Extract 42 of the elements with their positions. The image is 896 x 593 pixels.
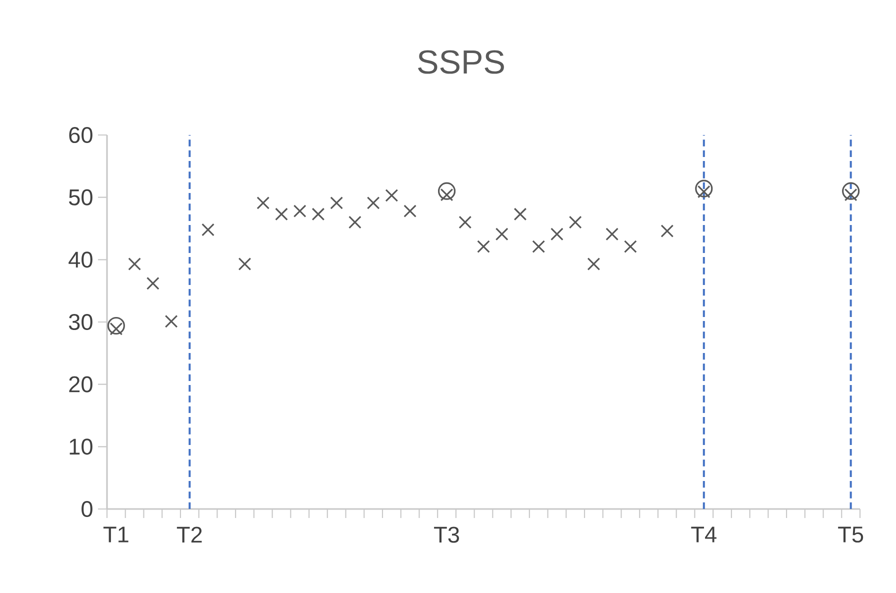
point bbox=[128, 258, 142, 270]
point bbox=[568, 216, 582, 229]
point bbox=[366, 196, 380, 210]
point bbox=[312, 208, 325, 221]
y-tick-label: 50 bbox=[68, 189, 92, 206]
y-tick-label: 10 bbox=[70, 438, 92, 455]
point bbox=[385, 189, 398, 202]
point bbox=[514, 208, 527, 221]
point bbox=[606, 228, 619, 241]
chart-title: SSPS bbox=[418, 50, 504, 74]
point bbox=[695, 180, 713, 198]
point bbox=[107, 316, 125, 335]
y-tick-label: 20 bbox=[69, 376, 92, 392]
point bbox=[275, 208, 288, 221]
point bbox=[495, 228, 508, 241]
point bbox=[624, 240, 637, 254]
y-tick-label: 60 bbox=[69, 126, 92, 144]
point bbox=[438, 182, 456, 200]
y-tick-label: 30 bbox=[68, 314, 92, 330]
point bbox=[348, 216, 362, 229]
point bbox=[550, 228, 564, 241]
point bbox=[532, 240, 546, 254]
y-tick-label: 40 bbox=[68, 252, 92, 268]
point bbox=[146, 276, 160, 290]
point bbox=[842, 182, 860, 200]
point bbox=[238, 258, 252, 270]
point bbox=[164, 314, 178, 328]
x-tick-label: T1 bbox=[103, 526, 128, 542]
point bbox=[256, 196, 270, 210]
point bbox=[660, 224, 674, 238]
x-tick-label: T2 bbox=[176, 526, 202, 543]
point bbox=[293, 204, 306, 218]
point bbox=[477, 240, 490, 254]
x-tick-label: T3 bbox=[434, 526, 459, 543]
point bbox=[458, 216, 472, 229]
point bbox=[587, 258, 600, 270]
point bbox=[330, 196, 344, 210]
point bbox=[404, 204, 416, 218]
y-tick-label: 0 bbox=[82, 500, 92, 518]
x-tick-label: T4 bbox=[691, 526, 716, 542]
x-tick-label: T5 bbox=[838, 526, 864, 543]
point bbox=[202, 223, 214, 236]
